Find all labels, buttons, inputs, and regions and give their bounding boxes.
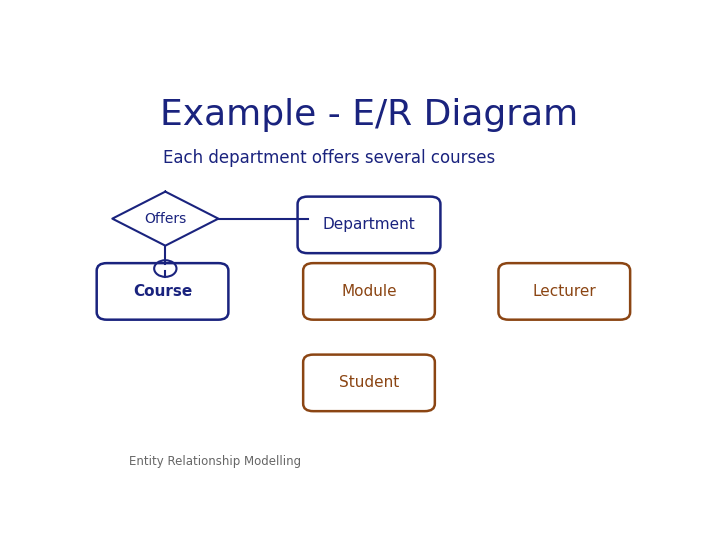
Text: Entity Relationship Modelling: Entity Relationship Modelling — [129, 455, 301, 468]
FancyBboxPatch shape — [303, 355, 435, 411]
Text: Lecturer: Lecturer — [532, 284, 596, 299]
Text: Each department offers several courses: Each department offers several courses — [163, 150, 495, 167]
Text: Offers: Offers — [144, 212, 186, 226]
Text: Example - E/R Diagram: Example - E/R Diagram — [160, 98, 578, 132]
FancyBboxPatch shape — [96, 263, 228, 320]
Text: Module: Module — [341, 284, 397, 299]
Text: Student: Student — [339, 375, 399, 390]
FancyBboxPatch shape — [303, 263, 435, 320]
FancyBboxPatch shape — [297, 197, 441, 253]
Text: Department: Department — [323, 218, 415, 232]
Text: Course: Course — [133, 284, 192, 299]
FancyBboxPatch shape — [498, 263, 630, 320]
